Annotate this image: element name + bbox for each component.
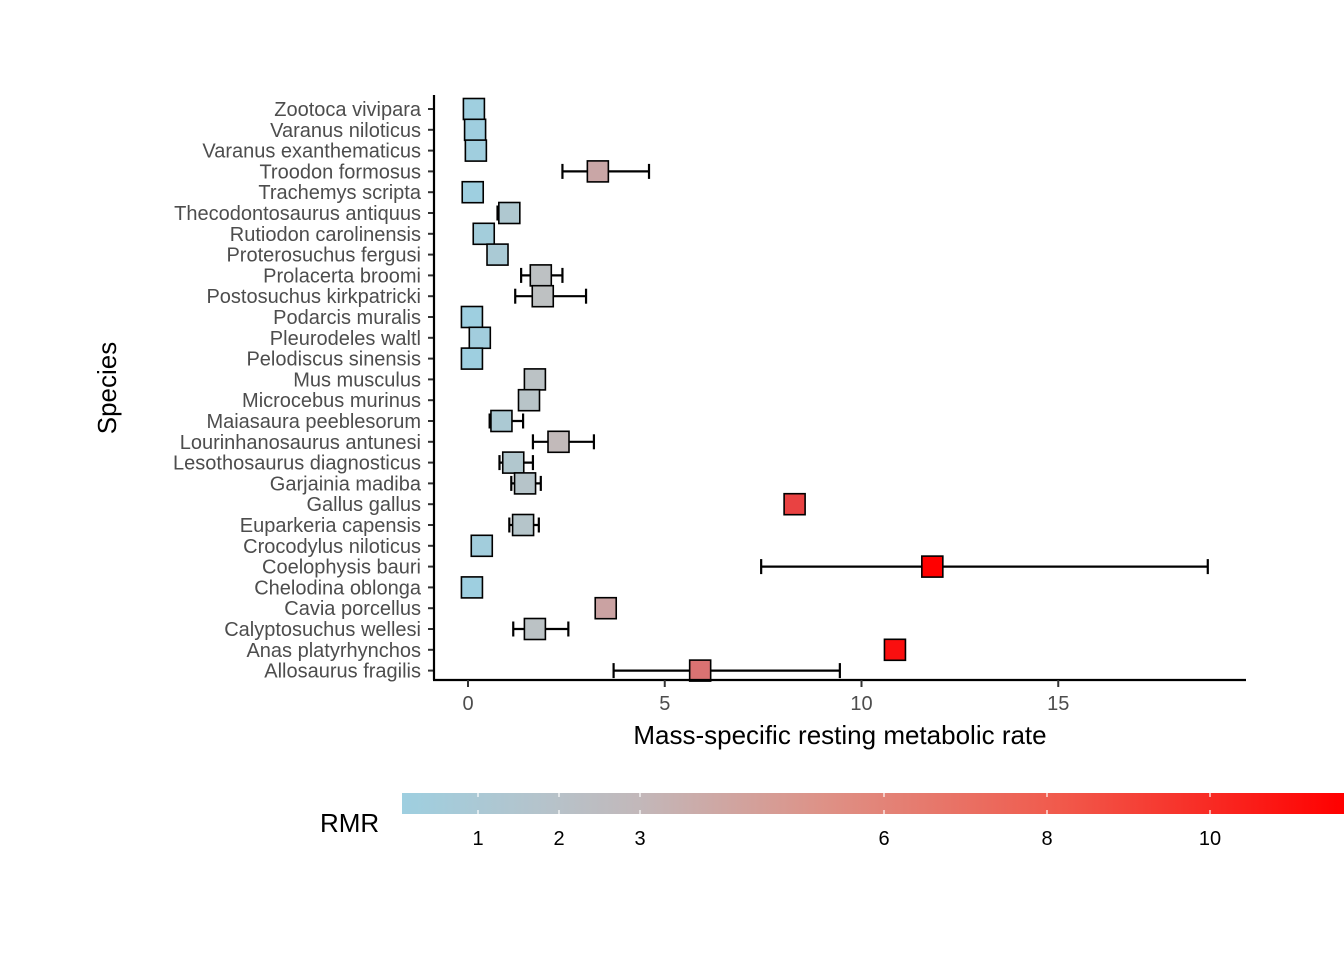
error-bar: [760, 559, 1209, 575]
y-tick-label: Proterosuchus fergusi: [226, 245, 421, 267]
y-tick-label: Calyptosuchus wellesi: [224, 619, 421, 641]
colorbar-tick-label: 1: [472, 828, 483, 850]
data-point: [529, 264, 553, 287]
y-tick-label: Euparkeria capensis: [240, 515, 421, 537]
x-tick-label: 0: [462, 693, 473, 715]
data-point: [468, 326, 492, 350]
y-tick-label: Coelophysis bauri: [262, 557, 421, 579]
data-point: [462, 97, 486, 121]
data-point: [461, 180, 485, 204]
colorbar-tick-labels: 1 2 3 6 8 10: [472, 828, 1221, 850]
y-tick-label: Maiasaura peeblesorum: [206, 411, 421, 433]
y-tick-label: Allosaurus fragilis: [264, 661, 421, 683]
y-tick-label: Crocodylus niloticus: [243, 536, 421, 558]
error-bars: [478, 163, 1209, 679]
error-bar: [612, 663, 841, 679]
x-axis-ticks: [467, 680, 1060, 687]
colorbar-tick-label: 6: [878, 828, 889, 850]
y-tick-label: Trachemys scripta: [258, 182, 422, 204]
data-point: [464, 139, 488, 162]
y-tick-label: Gallus gallus: [306, 494, 421, 516]
y-tick-label: Pleurodeles waltl: [270, 328, 421, 350]
colorbar-tick-label: 10: [1199, 828, 1221, 850]
data-points: [460, 97, 944, 682]
data-point: [586, 160, 610, 183]
colorbar-tick-label: 8: [1041, 828, 1052, 850]
data-point: [498, 201, 521, 225]
y-tick-label: Varanus exanthematicus: [202, 141, 421, 163]
y-tick-label: Prolacerta broomi: [263, 265, 421, 287]
y-tick-label: Chelodina oblonga: [254, 577, 422, 599]
y-tick-label: Microcebus murinus: [242, 390, 421, 412]
y-tick-label: Varanus niloticus: [270, 120, 421, 142]
x-tick-label: 10: [850, 693, 872, 715]
x-tick-label: 15: [1047, 693, 1069, 715]
y-tick-label: Garjainia madiba: [270, 473, 422, 495]
data-point: [486, 243, 509, 266]
y-tick-label: Pelodiscus sinensis: [246, 349, 421, 371]
data-point: [460, 576, 484, 599]
y-tick-label: Thecodontosaurus antiquus: [174, 203, 421, 225]
data-point: [783, 492, 806, 516]
data-point: [883, 638, 907, 662]
data-point: [517, 388, 541, 412]
y-tick-label: Postosuchus kirkpatricki: [206, 286, 421, 308]
y-tick-label: Lesothosaurus diagnosticus: [173, 453, 421, 475]
y-axis-title: Species: [92, 342, 122, 435]
colorbar: [402, 793, 1344, 814]
data-point: [463, 118, 487, 142]
data-point: [460, 305, 484, 329]
colorbar-ticks: [477, 793, 1211, 814]
x-axis-tick-labels: 0 5 10 15: [462, 693, 1069, 715]
data-point: [513, 472, 537, 495]
data-point: [547, 430, 570, 454]
y-tick-label: Zootoca vivipara: [274, 99, 422, 121]
data-point: [921, 555, 944, 578]
legend-title: RMR: [320, 808, 379, 838]
y-tick-label: Anas platyrhynchos: [246, 640, 421, 662]
data-point: [531, 284, 555, 308]
data-point: [523, 368, 547, 391]
data-point: [501, 451, 525, 474]
x-tick-label: 5: [659, 693, 670, 715]
data-point: [490, 409, 513, 433]
data-point: [472, 222, 496, 246]
y-tick-label: Troodon formosus: [259, 161, 421, 183]
data-point: [523, 617, 547, 641]
y-tick-label: Podarcis muralis: [273, 307, 421, 329]
x-axis-title: Mass-specific resting metabolic rate: [633, 720, 1046, 750]
data-point: [511, 513, 535, 537]
colorbar-legend: RMR 1 2 3 6 8 10: [320, 793, 1344, 850]
y-tick-label: Rutiodon carolinensis: [230, 224, 421, 246]
data-point: [594, 596, 618, 620]
data-point: [688, 659, 712, 682]
data-point: [460, 347, 484, 370]
colorbar-tick-label: 3: [634, 828, 645, 850]
y-tick-label: Cavia porcellus: [284, 598, 421, 620]
y-tick-label: Lourinhanosaurus antunesi: [180, 432, 421, 454]
data-point: [470, 534, 494, 558]
y-tick-label: Mus musculus: [293, 369, 421, 391]
colorbar-tick-label: 2: [553, 828, 564, 850]
